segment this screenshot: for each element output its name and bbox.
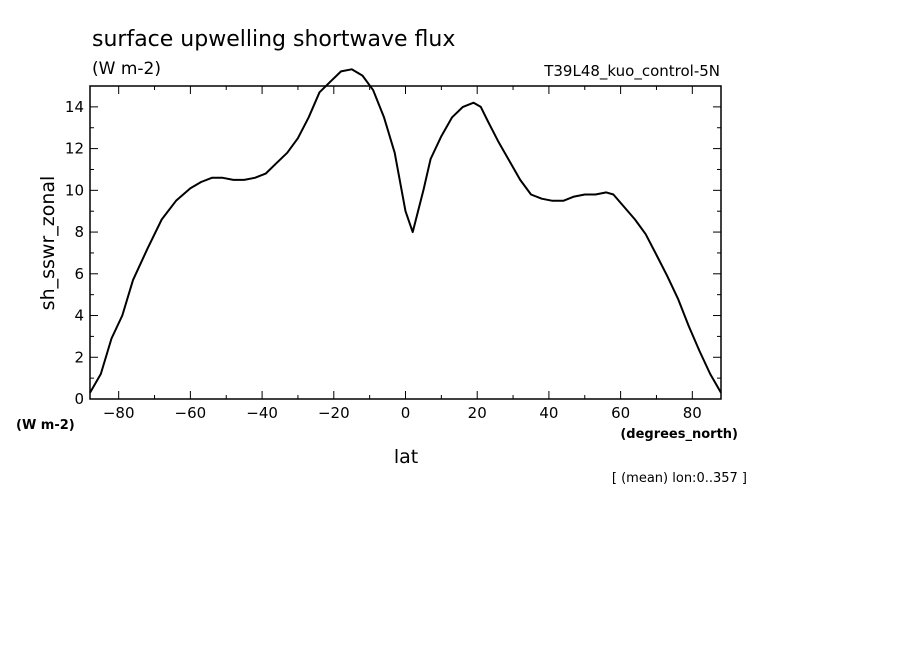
x-tick-label: 60	[611, 404, 630, 422]
y-tick-label: 10	[65, 181, 84, 199]
y-ticks: 0 2 4 6 8 10 12 14	[65, 98, 721, 408]
y-tick-label: 12	[65, 140, 84, 158]
chart-title: surface upwelling shortwave flux	[92, 27, 455, 52]
y-tick-label: 8	[74, 223, 84, 241]
x-tick-label: −60	[175, 404, 207, 422]
y-tick-label: 6	[74, 265, 84, 283]
x-tick-label: −80	[103, 404, 135, 422]
dataset-label: T39L48_kuo_control-5N	[543, 62, 720, 81]
x-tick-label: 0	[401, 404, 411, 422]
y-tick-label: 14	[65, 98, 84, 116]
footnote: [ (mean) lon:0..357 ]	[612, 471, 747, 486]
y-tick-label: 4	[74, 307, 84, 325]
x-tick-label: 40	[539, 404, 558, 422]
x-axis-label: lat	[394, 446, 418, 468]
x-tick-label: 20	[468, 404, 487, 422]
chart-subtitle: (W m-2)	[92, 59, 161, 79]
plot-area: −80 −60 −40 −20 0 20 40 60 80 0 2 4 6 8 10 12 14	[65, 68, 722, 422]
x-units-label: (degrees_north)	[620, 427, 738, 442]
y-units-label: (W m-2)	[16, 418, 75, 433]
x-tick-label: −40	[246, 404, 278, 422]
x-tick-label: −20	[318, 404, 350, 422]
y-axis-label: sh_sswr_zonal	[37, 176, 59, 311]
y-tick-label: 0	[74, 390, 84, 408]
y-tick-label: 2	[74, 348, 84, 366]
series-line	[89, 68, 722, 394]
x-ticks: −80 −60 −40 −20 0 20 40 60 80	[103, 86, 702, 422]
x-tick-label: 80	[683, 404, 702, 422]
